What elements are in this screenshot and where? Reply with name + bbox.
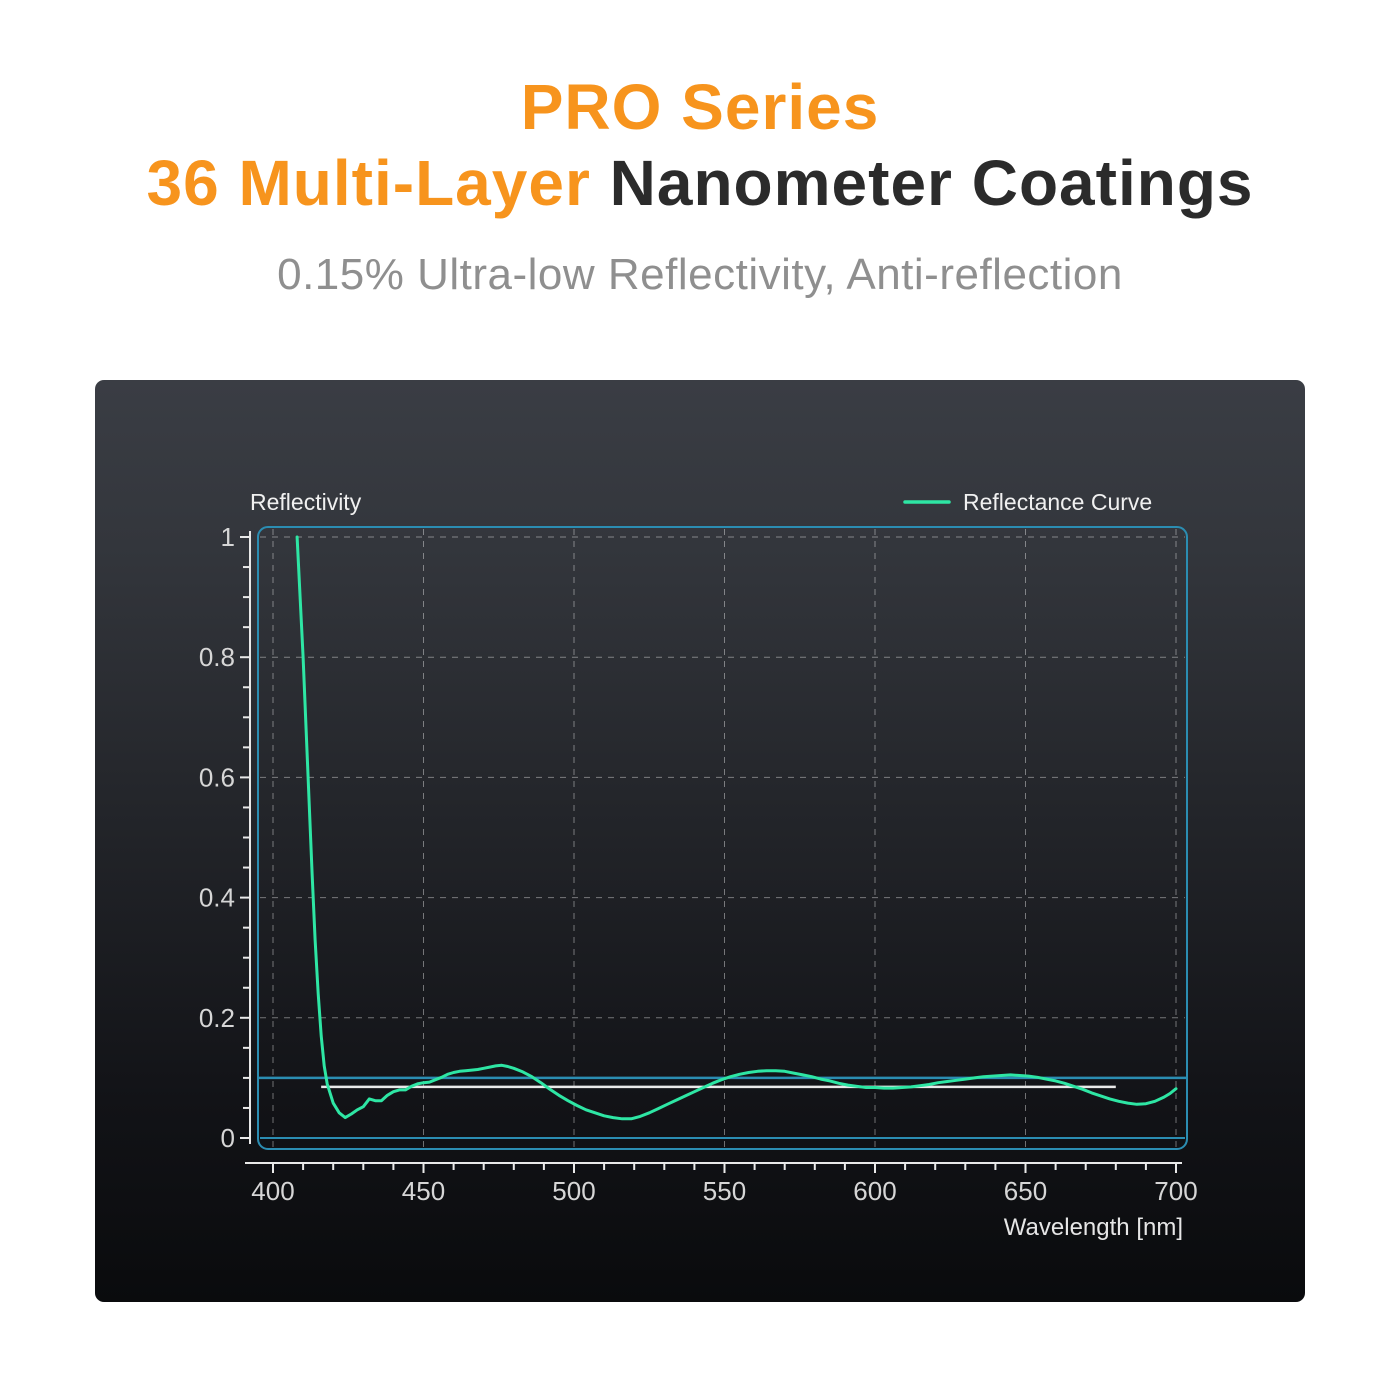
x-tick-label: 650 (1004, 1176, 1047, 1206)
x-tick-label: 400 (251, 1176, 294, 1206)
x-tick-label: 450 (402, 1176, 445, 1206)
y-tick-label: 0.6 (199, 762, 235, 792)
y-tick-label: 1 (221, 522, 235, 552)
page-title-line2: 36 Multi-Layer Nanometer Coatings (0, 146, 1400, 220)
reflectance-chart: 0 0.2 0.4 0.6 0.8 1 400 450 500 550 600 650 700 Refle… (199, 489, 1198, 1241)
legend: Reflectance Curve (903, 489, 1152, 515)
chart-panel: 0 0.2 0.4 0.6 0.8 1 400 450 500 550 600 650 700 Refle… (95, 380, 1305, 1302)
y-axis: 0 0.2 0.4 0.6 0.8 1 (199, 522, 251, 1153)
y-tick-label: 0 (221, 1123, 235, 1153)
x-axis-title: Wavelength [nm] (1004, 1214, 1183, 1241)
page-title-line2-accent: 36 Multi-Layer (146, 147, 591, 219)
y-axis-title: Reflectivity (250, 489, 362, 515)
y-tick-label: 0.2 (199, 1003, 235, 1033)
y-tick-label: 0.4 (199, 883, 235, 913)
gridlines (260, 529, 1185, 1147)
y-tick-label: 0.8 (199, 642, 235, 672)
x-tick-label: 550 (703, 1176, 746, 1206)
x-tick-label: 700 (1154, 1176, 1197, 1206)
page-title-line2-rest: Nanometer Coatings (609, 147, 1254, 219)
page-subtitle: 0.15% Ultra-low Reflectivity, Anti-refle… (277, 250, 1123, 299)
plot-frame (257, 526, 1188, 1150)
page-title-line1: PRO Series (520, 71, 880, 143)
x-axis: 400 450 500 550 600 650 700 (245, 1162, 1198, 1206)
legend-label: Reflectance Curve (963, 489, 1152, 515)
x-tick-label: 500 (552, 1176, 595, 1206)
x-tick-label: 600 (853, 1176, 896, 1206)
reflectance-curve-line (295, 535, 1178, 1121)
